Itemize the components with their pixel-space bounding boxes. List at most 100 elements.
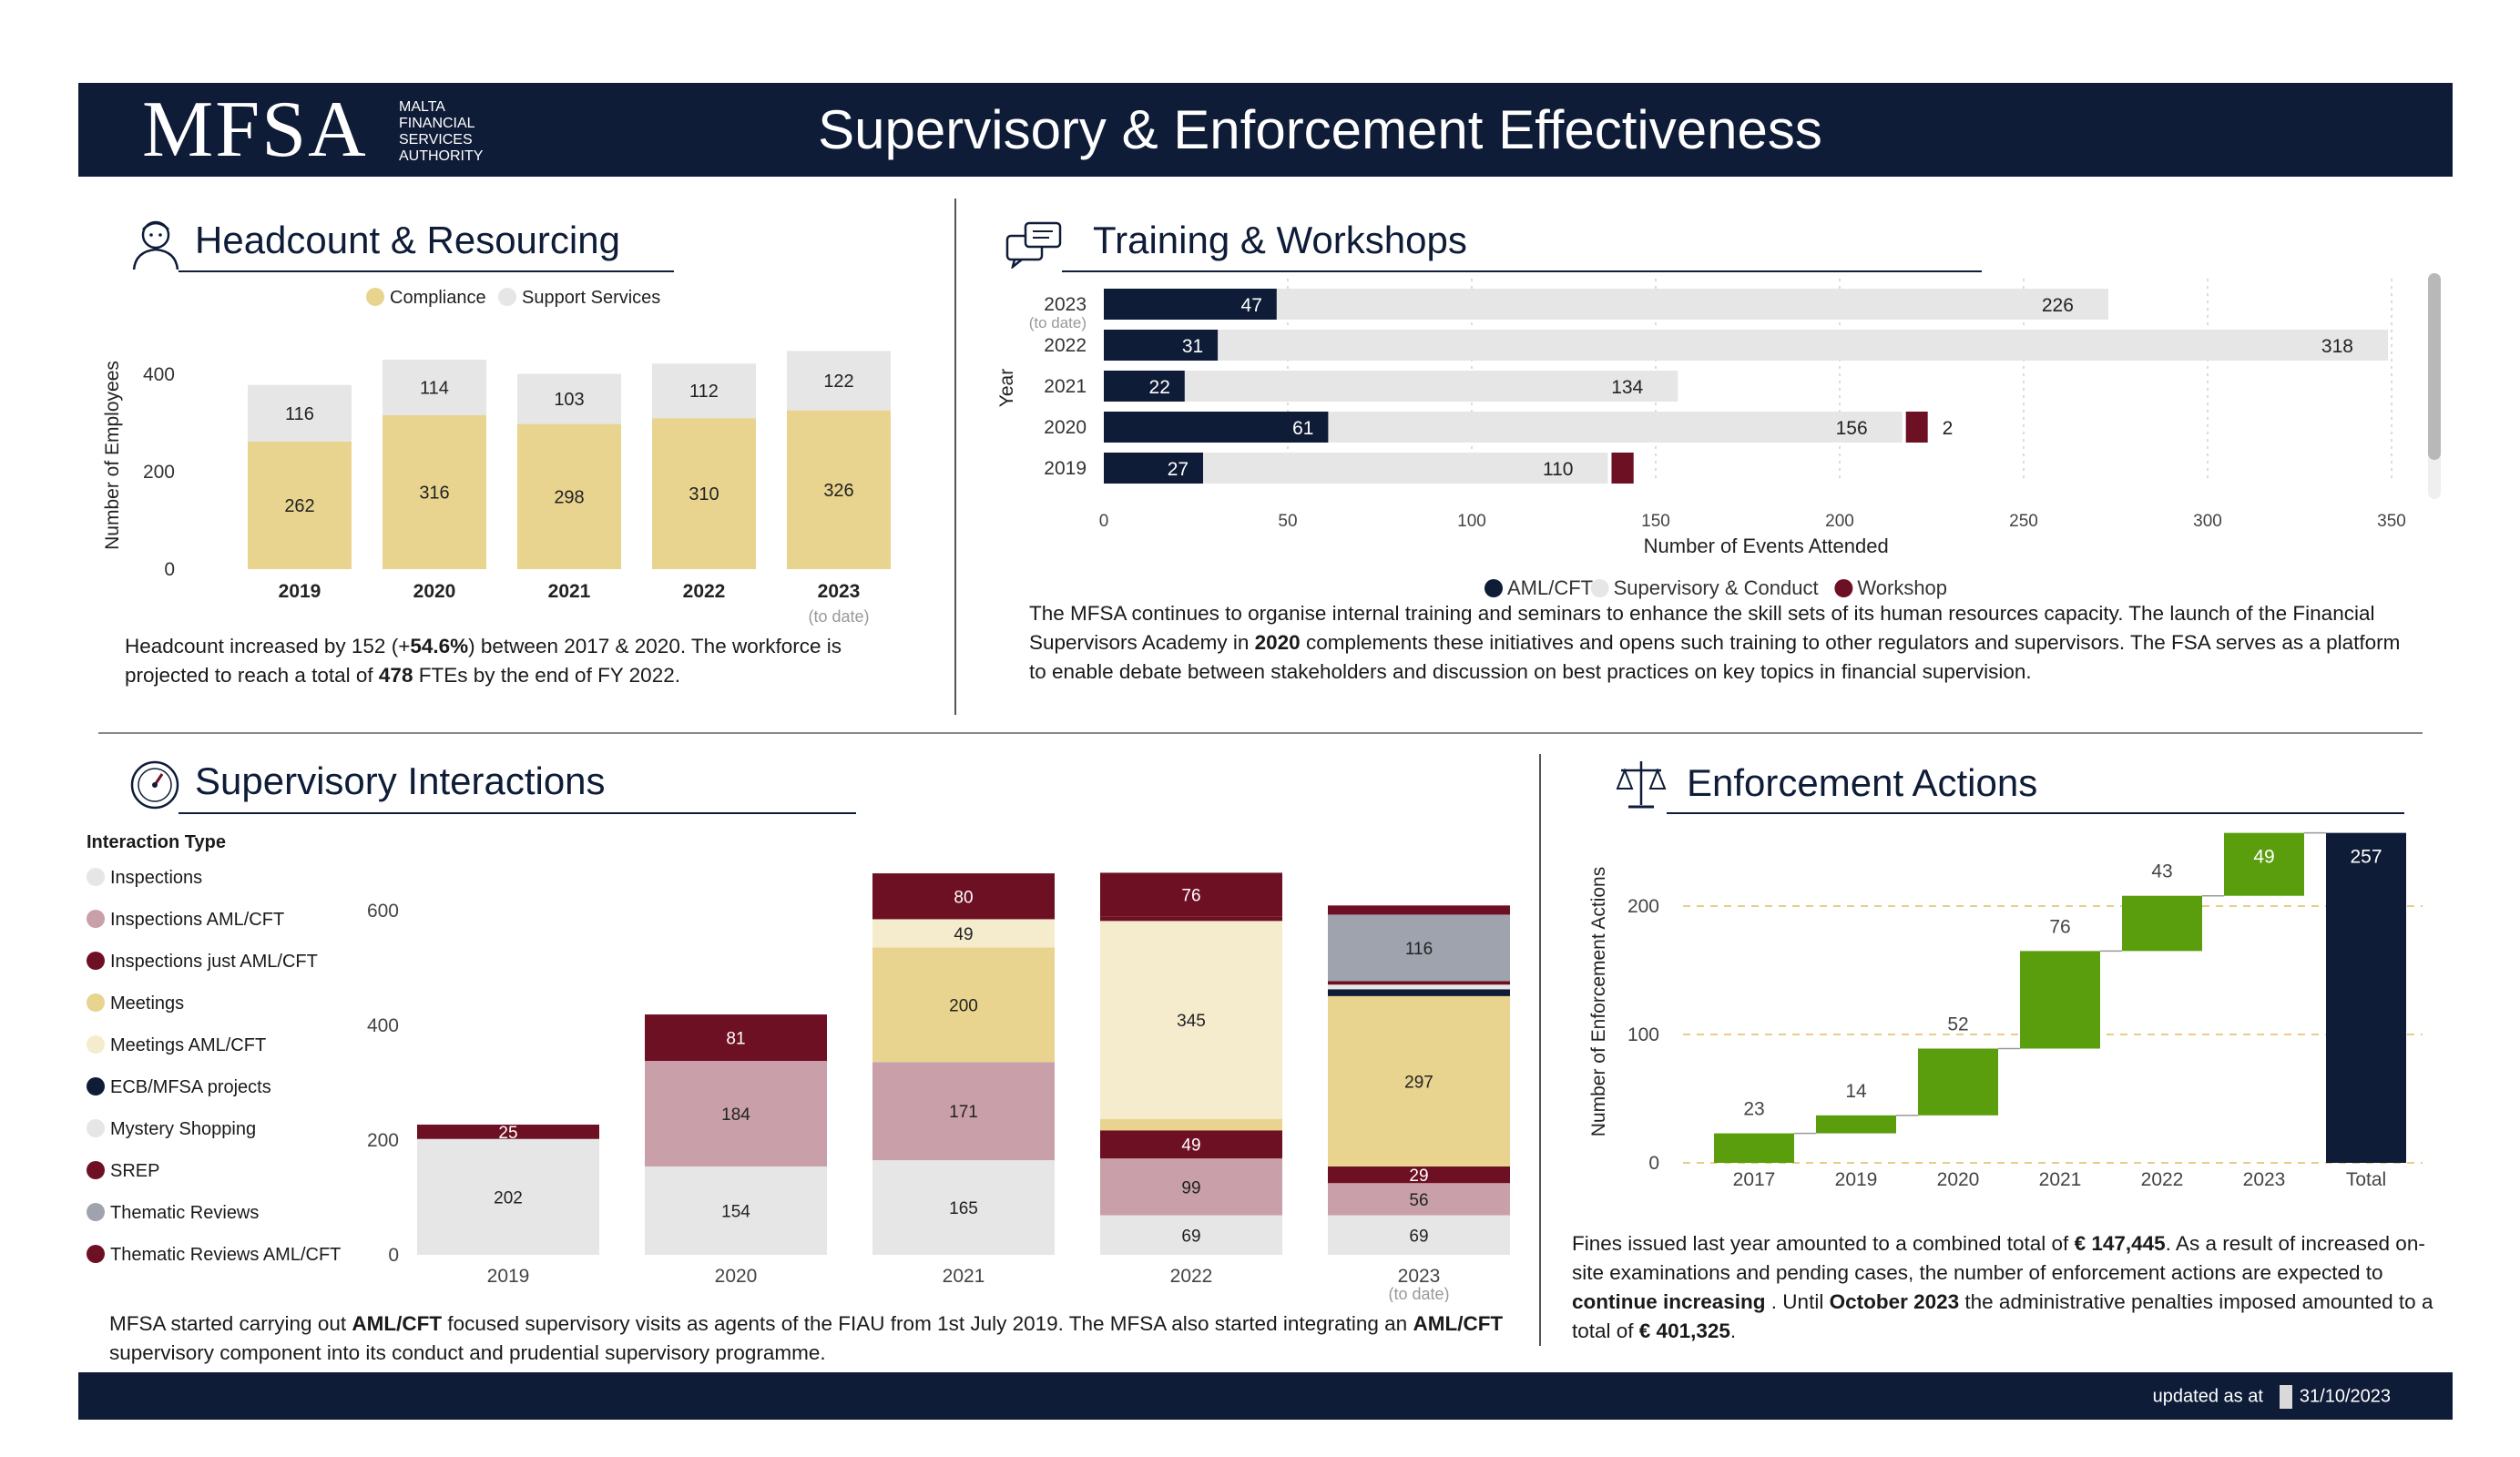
enforcement-bar-label: 76 [2049, 916, 2070, 937]
headcount-ytick: 0 [164, 559, 175, 580]
training-legend-marker [1590, 579, 1609, 597]
training-bar [1104, 330, 1219, 361]
headcount-bar [517, 423, 621, 569]
interactions-bar [1328, 984, 1510, 990]
interactions-bar [1100, 916, 1282, 922]
interaction-legend-label: Meetings [110, 993, 185, 1014]
enforcement-bar-label: 23 [1743, 1099, 1764, 1120]
interactions-bar [1328, 1183, 1510, 1216]
interactions-bar [1328, 1166, 1510, 1184]
training-legend-label: Supervisory & Conduct [1614, 576, 1819, 599]
interactions-bar [645, 1014, 827, 1062]
interaction-legend-item: SREP [87, 1150, 387, 1192]
interactions-bar [872, 1062, 1055, 1161]
interactions-title: Supervisory Interactions [195, 759, 606, 802]
scales-icon [1616, 756, 1667, 810]
enforcement-bar-label: 49 [2253, 847, 2274, 868]
interactions-bar [1328, 914, 1510, 982]
training-bar [1905, 412, 1928, 443]
headcount-xtick: 2020 [413, 581, 456, 602]
interactions-bar-label: 184 [721, 1105, 750, 1125]
training-xlabel: Number of Events Attended [1644, 535, 1889, 557]
interactions-bar [1100, 1118, 1282, 1131]
interaction-legend-item: Thematic Reviews AML/CFT [87, 1234, 387, 1276]
interaction-legend-item: Thematic Reviews [87, 1192, 387, 1234]
headcount-xtick: 2019 [279, 581, 321, 602]
interactions-bar [1100, 872, 1282, 917]
training-legend-marker [1484, 579, 1503, 597]
enforcement-bar-label: 257 [2350, 847, 2382, 868]
interactions-bar-label: 76 [1181, 886, 1200, 905]
headcount-description: Headcount increased by 152 (+54.6%) betw… [125, 635, 842, 687]
headcount-title: Headcount & Resourcing [195, 219, 620, 261]
interactions-bar [872, 947, 1055, 1063]
interactions-bar [1328, 905, 1510, 915]
interactions-bar-label: 69 [1181, 1227, 1200, 1246]
headcount-bar-label: 316 [419, 483, 449, 503]
headcount-bar-label: 112 [689, 382, 719, 402]
interaction-legend-label: Inspections just AML/CFT [110, 952, 318, 972]
interaction-legend-label: Thematic Reviews [110, 1203, 260, 1223]
headcount-bar-label: 262 [284, 496, 314, 516]
interactions-xtick: 2023 [1398, 1266, 1441, 1287]
interactions-bar-label: 200 [949, 996, 978, 1015]
interactions-bar-label: 69 [1409, 1227, 1428, 1246]
interaction-legend-marker [87, 952, 105, 970]
header-bar: Supervisory & Enforcement Effectiveness … [78, 83, 2453, 177]
interactions-xtick: 2019 [487, 1266, 530, 1287]
enforcement-bar [1714, 1133, 1794, 1163]
headcount-bar-label: 114 [420, 378, 449, 398]
interactions-xtick-note: (to date) [1388, 1285, 1449, 1302]
training-bar [1104, 453, 1204, 484]
interactions-xtick: 2020 [715, 1266, 758, 1287]
divider-horizontal [98, 732, 2423, 734]
training-bar-label: 134 [1611, 377, 1643, 398]
gauge-icon [129, 759, 180, 810]
enforcement-xtick: Total [2346, 1169, 2386, 1190]
training-bar-label: 31 [1182, 336, 1203, 357]
training-bar [1184, 371, 1678, 402]
headcount-bar [787, 351, 891, 411]
training-description: The MFSA continues to organise internal … [1029, 602, 2401, 683]
enforcement-bar [1918, 1048, 1998, 1116]
interaction-legend-marker [87, 1077, 105, 1095]
headcount-bar [652, 363, 756, 419]
interactions-bar [872, 919, 1055, 948]
training-bar-label: 2 [1943, 418, 1954, 439]
interaction-legend-marker [87, 1035, 105, 1054]
enforcement-axis: 0 100 200 Number of Enforcement Actions 2017… [1588, 867, 2386, 1190]
enforcement-bar-label: 43 [2151, 861, 2172, 882]
interaction-legend-item: Meetings [87, 983, 387, 1024]
enforcement-xtick: 2019 [1835, 1169, 1878, 1190]
headcount-bar [248, 384, 352, 442]
enforcement-title: Enforcement Actions [1687, 761, 2038, 804]
training-bar [1104, 412, 1329, 443]
interactions-bar-label: 49 [1181, 1136, 1200, 1156]
training-bar-label: 318 [2321, 336, 2353, 357]
enforcement-bar [2224, 832, 2304, 896]
interactions-bar [872, 1160, 1055, 1255]
interactions-bar-label: 171 [949, 1103, 978, 1122]
headcount-xtick: 2021 [548, 581, 591, 602]
training-bar-label: 47 [1241, 295, 1262, 316]
interactions-bar [1328, 1215, 1510, 1255]
enforcement-xtick: 2022 [2141, 1169, 2184, 1190]
training-xtick: 0 [1099, 512, 1109, 531]
footer-date: 31/10/2023 [2299, 1386, 2391, 1407]
headcount-xtick: 2023 [818, 581, 861, 602]
logo-subtitle: MALTA FINANCIAL SERVICES AUTHORITY [399, 99, 484, 164]
enforcement-xtick: 2017 [1733, 1169, 1776, 1190]
interactions-bar-label: 116 [1405, 940, 1433, 959]
interactions-bar-label: 29 [1409, 1167, 1428, 1186]
headcount-legend-marker [366, 288, 384, 306]
person-icon [130, 215, 181, 271]
interaction-legend-label: Inspections [110, 868, 203, 888]
headcount-legend-label: Compliance [390, 288, 486, 308]
interaction-legend-marker [87, 1161, 105, 1179]
training-ytick-note: (to date) [1029, 314, 1087, 331]
interactions-bar [1100, 1130, 1282, 1159]
interactions-bar-label: 99 [1181, 1178, 1200, 1197]
interaction-legend-item: Meetings AML/CFT [87, 1024, 387, 1066]
interactions-bar [645, 1061, 827, 1167]
training-scrollbar-thumb[interactable] [2428, 273, 2441, 460]
